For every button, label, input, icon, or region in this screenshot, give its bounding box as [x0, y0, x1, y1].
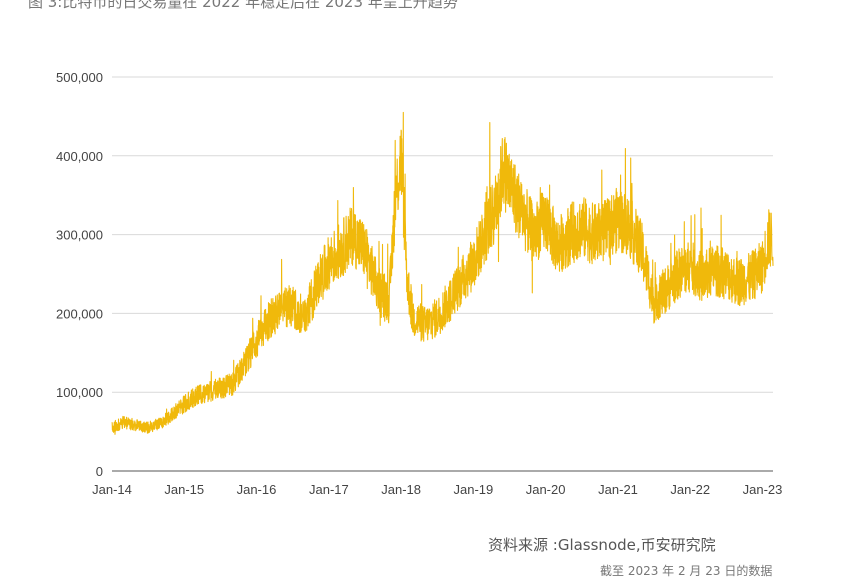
x-tick-label: Jan-21: [598, 482, 638, 497]
x-tick-label: Jan-15: [164, 482, 204, 497]
line-chart: 0 100,000 200,000 300,000 400,000 500,000 Jan…: [56, 70, 782, 497]
series-line: [111, 111, 774, 435]
y-tick-label: 500,000: [56, 70, 103, 85]
y-tick-label: 400,000: [56, 149, 103, 164]
x-tick-label: Jan-19: [453, 482, 493, 497]
x-tick-label: Jan-16: [237, 482, 277, 497]
figure-title: 图 3:比特币的日交易量在 2022 年稳定后在 2023 年呈上升趋势: [28, 0, 458, 11]
x-tick-label: Jan-22: [670, 482, 710, 497]
x-tick-label: Jan-23: [743, 482, 783, 497]
y-axis-tick-labels: 0 100,000 200,000 300,000 400,000 500,000: [56, 70, 103, 479]
x-tick-label: Jan-17: [309, 482, 349, 497]
data-date-note: 截至 2023 年 2 月 23 日的数据: [600, 564, 773, 578]
series-layer: [111, 111, 774, 435]
y-tick-label: 0: [96, 464, 103, 479]
y-tick-label: 100,000: [56, 385, 103, 400]
x-tick-label: Jan-20: [526, 482, 566, 497]
x-tick-label: Jan-18: [381, 482, 421, 497]
y-tick-label: 300,000: [56, 228, 103, 243]
source-note: 资料来源 :Glassnode,币安研究院: [488, 536, 716, 554]
x-axis-tick-labels: Jan-14 Jan-15 Jan-16 Jan-17 Jan-18 Jan-19 Jan-…: [92, 482, 782, 497]
x-tick-label: Jan-14: [92, 482, 132, 497]
gridlines: [112, 76, 773, 393]
y-tick-label: 200,000: [56, 306, 103, 321]
